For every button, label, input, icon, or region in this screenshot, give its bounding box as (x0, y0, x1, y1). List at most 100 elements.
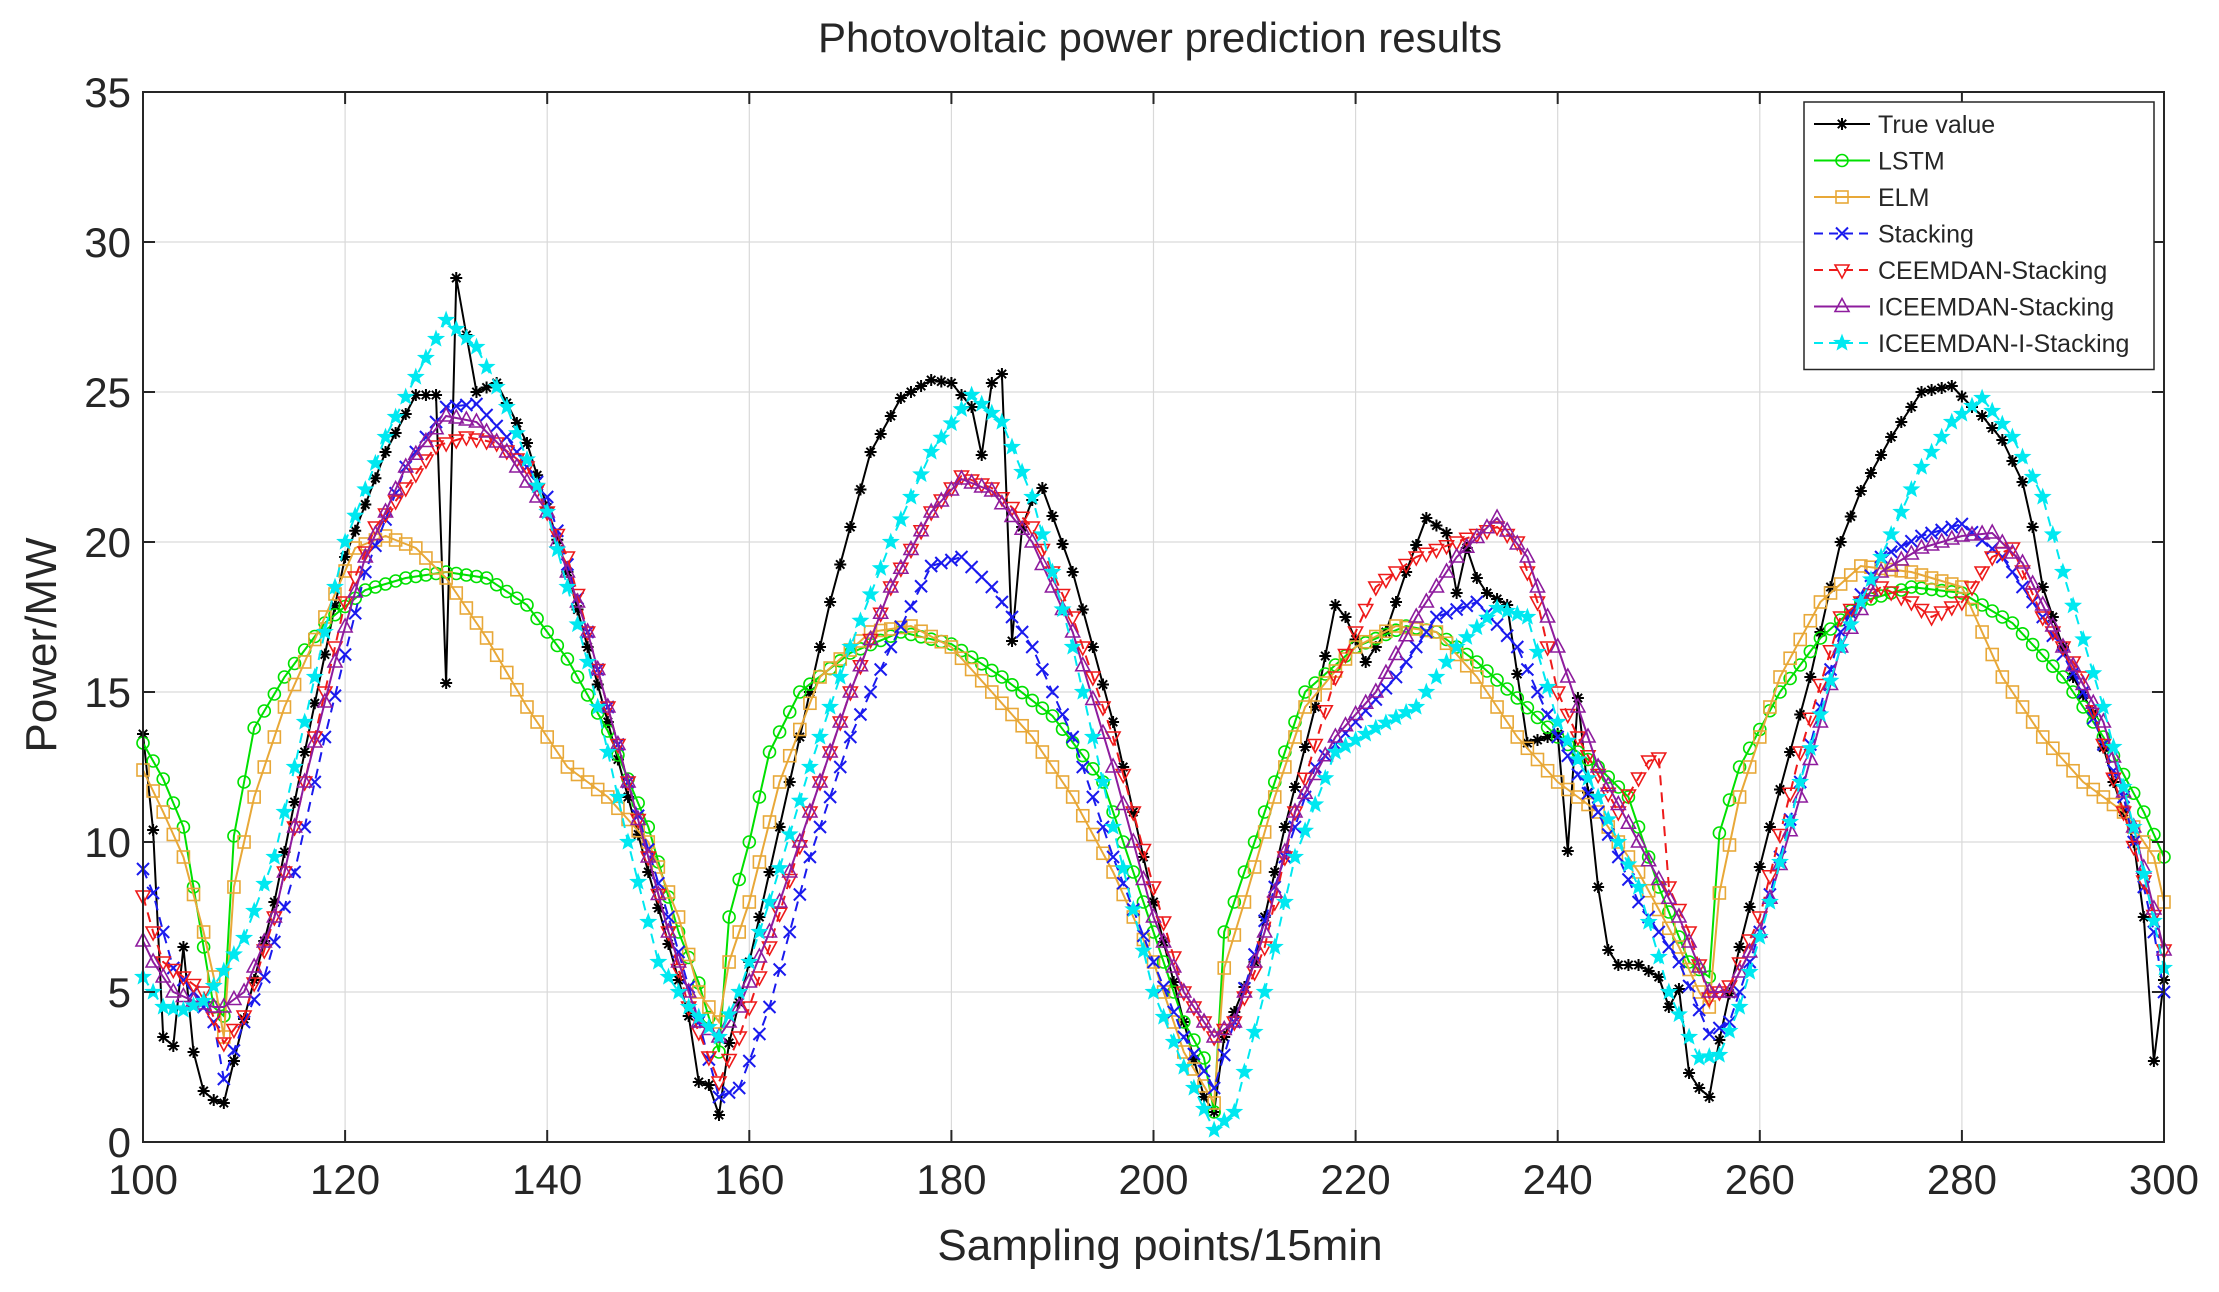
data-point (1602, 944, 1615, 956)
y-tick-label: 25 (84, 369, 131, 416)
data-point (245, 977, 263, 993)
data-point (520, 437, 533, 449)
data-point (1225, 1102, 1244, 1120)
data-point (2125, 840, 2143, 857)
x-tick-label: 180 (916, 1156, 986, 1203)
data-point (660, 922, 677, 938)
data-point (1237, 895, 1252, 909)
data-point (1185, 997, 1203, 1013)
data-point (2095, 738, 2112, 755)
data-point (287, 656, 302, 671)
data-point (2064, 656, 2082, 672)
data-point (1953, 526, 1971, 542)
data-point (2044, 616, 2062, 632)
data-point (1630, 832, 1647, 848)
data-point (912, 524, 930, 541)
data-point (922, 506, 940, 522)
data-point (793, 887, 807, 902)
data-point (1025, 640, 1039, 654)
data-point (1963, 525, 1981, 541)
data-point (469, 616, 484, 630)
data-point (1086, 827, 1100, 842)
data-point (1003, 437, 1021, 455)
data-point (1640, 851, 1657, 867)
data-point (1410, 539, 1423, 551)
data-point (266, 907, 283, 923)
data-point (167, 1040, 180, 1052)
data-point (1205, 1027, 1223, 1043)
data-point (844, 521, 857, 533)
data-point (811, 776, 829, 792)
data-point (1983, 401, 2002, 419)
data-point (1903, 596, 1920, 612)
data-point (629, 872, 648, 890)
data-point (661, 885, 676, 899)
data-point (1044, 577, 1061, 593)
legend-item: CEEMDAN-Stacking (1814, 257, 2107, 285)
data-point (1275, 892, 1294, 910)
data-point (479, 631, 494, 645)
data-point (540, 730, 555, 744)
data-point (912, 521, 930, 537)
data-point (1793, 632, 1808, 647)
data-point (388, 533, 403, 547)
data-point (528, 476, 547, 494)
data-point (781, 862, 799, 878)
data-point (1510, 640, 1524, 654)
data-point (1316, 768, 1335, 786)
data-point (1278, 760, 1292, 774)
data-point (419, 568, 433, 582)
data-point (1943, 601, 1961, 617)
data-point (560, 760, 575, 774)
data-point (740, 1001, 758, 1017)
data-point (1945, 380, 1958, 392)
data-point (722, 1085, 736, 1100)
data-point (862, 633, 879, 650)
data-point (336, 532, 355, 550)
data-point (1660, 881, 1678, 897)
data-point (225, 1023, 243, 1040)
data-point (204, 976, 223, 994)
data-point (286, 817, 303, 833)
data-point (1478, 608, 1496, 626)
data-point (1116, 876, 1130, 890)
data-point (752, 790, 767, 804)
data-point (196, 940, 211, 954)
data-point (892, 558, 910, 575)
data-point (215, 997, 233, 1013)
data-point (1256, 922, 1273, 938)
data-point (571, 603, 584, 616)
data-point (146, 886, 160, 900)
data-point (601, 716, 614, 728)
data-point (1114, 768, 1132, 785)
data-point (1478, 518, 1496, 534)
data-point (569, 592, 586, 608)
data-point (821, 742, 839, 758)
data-point (1228, 1006, 1241, 1018)
data-point (2003, 427, 2022, 445)
data-point (487, 377, 506, 395)
data-point (2034, 595, 2052, 611)
data-point (1298, 700, 1312, 714)
data-point (1875, 449, 1888, 461)
data-point (1934, 523, 1949, 537)
data-point (1448, 536, 1465, 552)
data-point (1783, 651, 1797, 666)
data-point (427, 419, 445, 435)
data-point (803, 696, 817, 711)
data-point (1319, 650, 1332, 662)
data-point (224, 945, 243, 963)
data-point (894, 620, 908, 634)
legend-label: ICEEMDAN-Stacking (1878, 294, 2114, 322)
data-point (157, 1031, 170, 1043)
data-point (338, 647, 352, 662)
data-point (1086, 641, 1099, 653)
data-point (954, 651, 969, 666)
data-point (207, 1094, 220, 1106)
data-point (1791, 787, 1809, 803)
data-point (1096, 820, 1110, 834)
data-point (1409, 640, 1423, 654)
data-point (1084, 689, 1102, 706)
data-point (2026, 521, 2039, 533)
data-point (1619, 855, 1638, 873)
